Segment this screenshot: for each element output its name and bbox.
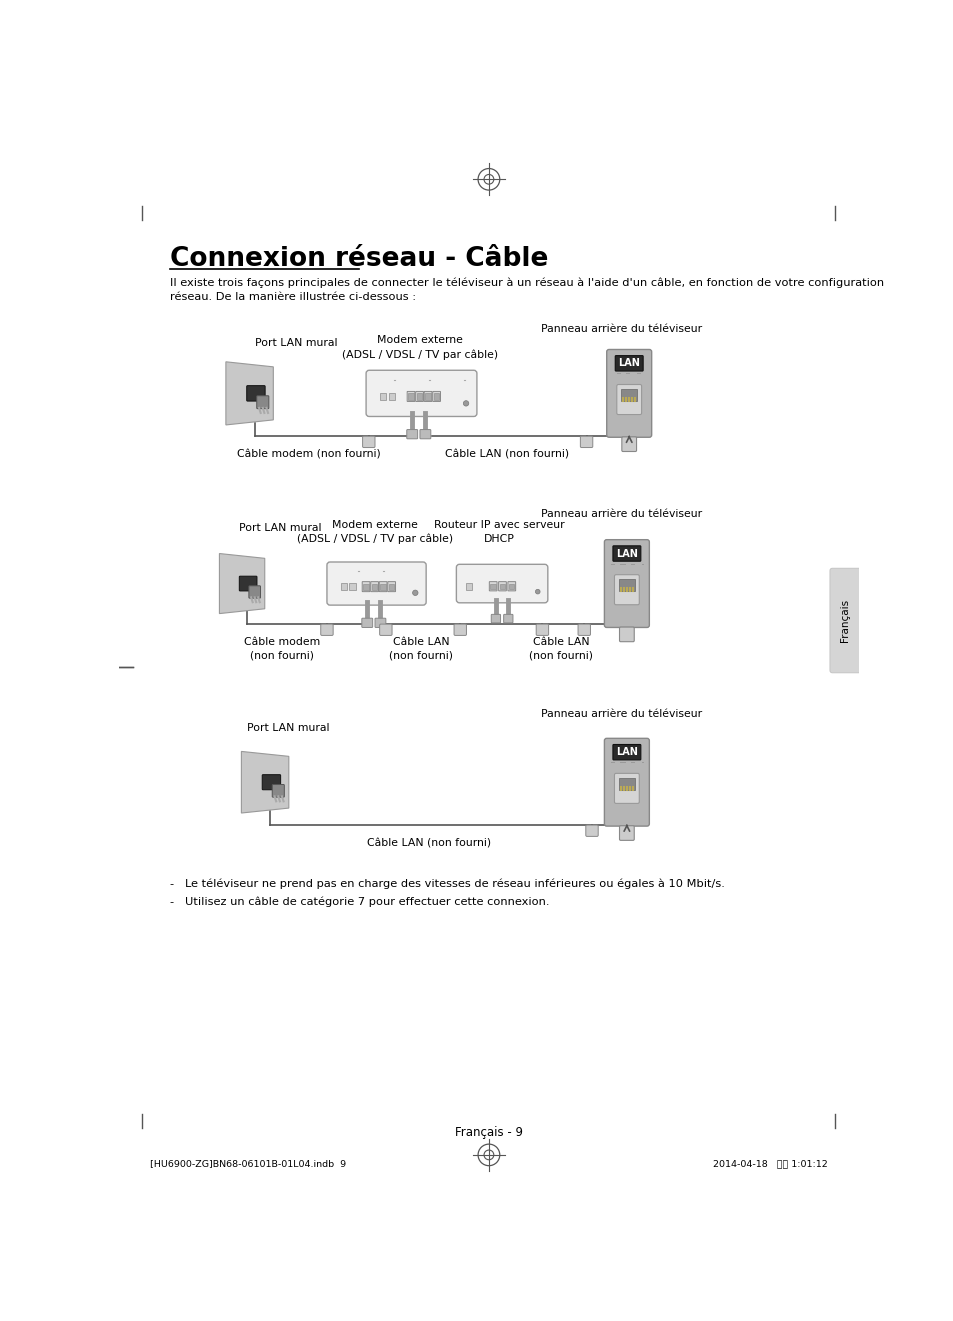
FancyBboxPatch shape xyxy=(498,581,506,590)
FancyBboxPatch shape xyxy=(379,581,387,592)
Bar xyxy=(425,394,431,399)
FancyBboxPatch shape xyxy=(379,624,392,635)
Bar xyxy=(389,584,394,589)
Polygon shape xyxy=(241,752,289,812)
Bar xyxy=(490,584,496,589)
Bar xyxy=(363,584,369,589)
Bar xyxy=(388,392,395,400)
Bar xyxy=(465,583,472,589)
Text: Port LAN mural: Port LAN mural xyxy=(239,523,321,532)
FancyBboxPatch shape xyxy=(272,785,284,797)
Text: Câble LAN (non fourni): Câble LAN (non fourni) xyxy=(444,449,568,460)
FancyBboxPatch shape xyxy=(433,391,440,402)
FancyBboxPatch shape xyxy=(424,391,432,402)
Text: LAN: LAN xyxy=(616,548,638,559)
Text: 2014-04-18   오후 1:01:12: 2014-04-18 오후 1:01:12 xyxy=(712,1160,827,1169)
Bar xyxy=(380,584,385,589)
Text: Port LAN mural: Port LAN mural xyxy=(247,723,330,733)
FancyBboxPatch shape xyxy=(456,564,547,602)
Text: Panneau arrière du téléviseur: Panneau arrière du téléviseur xyxy=(540,709,701,719)
Bar xyxy=(620,388,637,402)
Text: Câble modem
(non fourni): Câble modem (non fourni) xyxy=(244,638,320,660)
FancyBboxPatch shape xyxy=(578,624,590,635)
Polygon shape xyxy=(226,362,273,425)
Bar xyxy=(509,584,514,589)
Text: Il existe trois façons principales de connecter le téléviseur à un réseau à l'ai: Il existe trois façons principales de co… xyxy=(170,277,882,288)
FancyBboxPatch shape xyxy=(375,618,385,627)
Text: Câble LAN
(non fourni): Câble LAN (non fourni) xyxy=(529,638,593,660)
Text: Français - 9: Français - 9 xyxy=(455,1127,522,1140)
FancyBboxPatch shape xyxy=(362,436,375,448)
FancyBboxPatch shape xyxy=(419,429,431,439)
Text: [HU6900-ZG]BN68-06101B-01L04.indb  9: [HU6900-ZG]BN68-06101B-01L04.indb 9 xyxy=(150,1160,346,1169)
FancyBboxPatch shape xyxy=(579,436,592,448)
Bar xyxy=(408,394,414,399)
Text: Modem externe
(ADSL / VDSL / TV par câble): Modem externe (ADSL / VDSL / TV par câbl… xyxy=(341,334,497,359)
Bar xyxy=(379,392,386,400)
Text: Français: Français xyxy=(840,598,849,642)
Text: Routeur IP avec serveur
DHCP: Routeur IP avec serveur DHCP xyxy=(434,519,564,544)
FancyBboxPatch shape xyxy=(615,355,642,371)
Circle shape xyxy=(463,400,468,406)
Bar xyxy=(372,584,377,589)
FancyBboxPatch shape xyxy=(612,546,640,561)
Bar xyxy=(499,584,505,589)
FancyBboxPatch shape xyxy=(262,774,280,790)
Polygon shape xyxy=(219,553,265,613)
FancyBboxPatch shape xyxy=(239,576,256,590)
Text: Panneau arrière du téléviseur: Panneau arrière du téléviseur xyxy=(540,509,701,519)
FancyBboxPatch shape xyxy=(617,384,641,415)
FancyBboxPatch shape xyxy=(614,575,639,605)
Text: réseau. De la manière illustrée ci-dessous :: réseau. De la manière illustrée ci-desso… xyxy=(170,292,416,301)
FancyBboxPatch shape xyxy=(327,561,426,605)
FancyBboxPatch shape xyxy=(387,581,395,592)
Text: LAN: LAN xyxy=(618,358,639,369)
FancyBboxPatch shape xyxy=(256,396,269,408)
FancyBboxPatch shape xyxy=(507,581,516,590)
Text: Câble modem (non fourni): Câble modem (non fourni) xyxy=(237,449,380,460)
Text: Connexion réseau - Câble: Connexion réseau - Câble xyxy=(170,246,547,272)
FancyBboxPatch shape xyxy=(491,614,500,622)
FancyBboxPatch shape xyxy=(618,627,634,642)
FancyBboxPatch shape xyxy=(454,624,466,635)
FancyBboxPatch shape xyxy=(406,429,417,439)
FancyBboxPatch shape xyxy=(503,614,513,622)
Text: LAN: LAN xyxy=(616,748,638,757)
FancyBboxPatch shape xyxy=(320,624,333,635)
Bar xyxy=(618,778,634,790)
FancyBboxPatch shape xyxy=(604,540,649,627)
FancyBboxPatch shape xyxy=(489,581,497,590)
FancyBboxPatch shape xyxy=(606,350,651,437)
FancyBboxPatch shape xyxy=(612,745,640,760)
FancyBboxPatch shape xyxy=(614,773,639,803)
FancyBboxPatch shape xyxy=(829,568,860,672)
FancyBboxPatch shape xyxy=(585,826,598,836)
FancyBboxPatch shape xyxy=(618,826,634,840)
FancyBboxPatch shape xyxy=(362,581,370,592)
Bar xyxy=(618,579,634,592)
FancyBboxPatch shape xyxy=(249,585,260,598)
FancyBboxPatch shape xyxy=(371,581,378,592)
Text: Port LAN mural: Port LAN mural xyxy=(254,338,337,347)
FancyBboxPatch shape xyxy=(407,391,415,402)
FancyBboxPatch shape xyxy=(366,370,476,416)
Bar xyxy=(340,583,347,590)
FancyBboxPatch shape xyxy=(416,391,423,402)
FancyBboxPatch shape xyxy=(604,738,649,826)
FancyBboxPatch shape xyxy=(536,624,548,635)
Text: Panneau arrière du téléviseur: Panneau arrière du téléviseur xyxy=(540,324,701,334)
Text: Câble LAN
(non fourni): Câble LAN (non fourni) xyxy=(389,638,453,660)
Text: -   Utilisez un câble de catégorie 7 pour effectuer cette connexion.: - Utilisez un câble de catégorie 7 pour … xyxy=(170,897,549,908)
Bar xyxy=(349,583,355,590)
Text: -   Le téléviseur ne prend pas en charge des vitesses de réseau inférieures ou é: - Le téléviseur ne prend pas en charge d… xyxy=(170,878,723,889)
Bar xyxy=(434,394,439,399)
Text: Câble LAN (non fourni): Câble LAN (non fourni) xyxy=(367,839,491,848)
Circle shape xyxy=(535,589,539,594)
Text: Modem externe
(ADSL / VDSL / TV par câble): Modem externe (ADSL / VDSL / TV par câbl… xyxy=(296,519,453,544)
FancyBboxPatch shape xyxy=(361,618,373,627)
FancyBboxPatch shape xyxy=(621,437,636,452)
FancyBboxPatch shape xyxy=(247,386,265,402)
Bar xyxy=(416,394,422,399)
Circle shape xyxy=(412,590,417,596)
